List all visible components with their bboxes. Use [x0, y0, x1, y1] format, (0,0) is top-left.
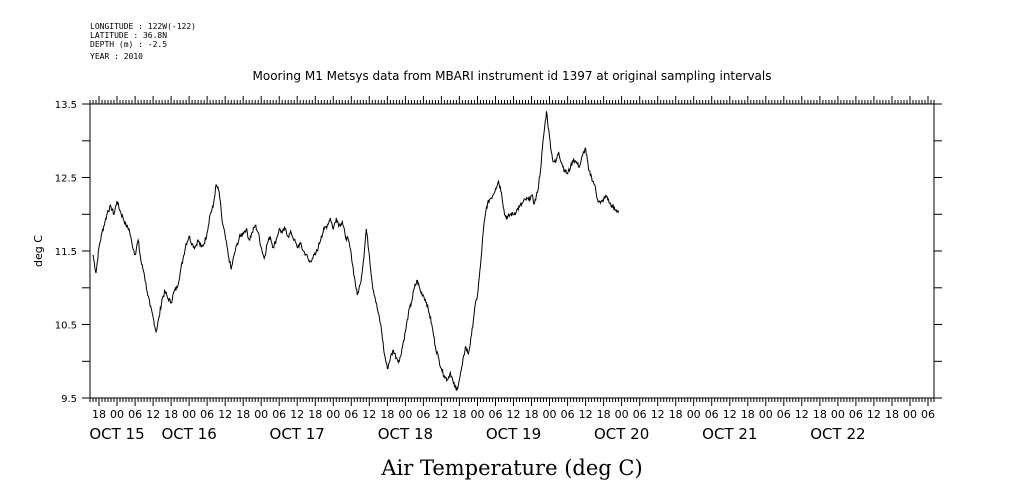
- x-hour-label: 00: [543, 408, 557, 421]
- x-hour-label: 18: [669, 408, 683, 421]
- series-line-air-temperature: [92, 111, 620, 391]
- x-hour-label: 18: [813, 408, 827, 421]
- x-hour-label: 06: [489, 408, 503, 421]
- x-hour-label: 06: [272, 408, 286, 421]
- x-date-label: OCT 15: [89, 425, 144, 443]
- x-hour-label: 12: [867, 408, 881, 421]
- x-hour-label: 00: [471, 408, 485, 421]
- x-hour-label: 12: [434, 408, 448, 421]
- x-hour-label: 12: [362, 408, 376, 421]
- x-hour-label: 06: [849, 408, 863, 421]
- x-hour-label: 12: [579, 408, 593, 421]
- x-hour-label: 06: [344, 408, 358, 421]
- x-hour-label: 18: [452, 408, 466, 421]
- x-hour-label: 18: [308, 408, 322, 421]
- x-date-label: OCT 22: [810, 425, 865, 443]
- x-hour-label: 18: [380, 408, 394, 421]
- x-hour-label: 06: [416, 408, 430, 421]
- x-hour-label: 00: [615, 408, 629, 421]
- x-hour-label: 12: [507, 408, 521, 421]
- x-date-label: OCT 16: [161, 425, 216, 443]
- x-hour-label: 12: [795, 408, 809, 421]
- x-hour-labels: 18 00 06 12 18 00 06 12 18 00 06 12 18 00 06 12 18 00 06 12…: [92, 408, 935, 421]
- x-hour-label: 12: [218, 408, 232, 421]
- header-info: LONGITUDE : 122W(-122) LATITUDE : 36.8N …: [90, 22, 196, 61]
- x-hour-label: 12: [146, 408, 160, 421]
- x-hour-label: 06: [921, 408, 935, 421]
- x-hour-label: 00: [182, 408, 196, 421]
- x-date-label: OCT 21: [702, 425, 757, 443]
- header-latitude: LATITUDE : 36.8N: [90, 31, 167, 40]
- x-hour-label: 00: [831, 408, 845, 421]
- x-date-label: OCT 18: [378, 425, 433, 443]
- x-hour-label: 00: [398, 408, 412, 421]
- x-hour-label: 06: [705, 408, 719, 421]
- x-hour-label: 00: [687, 408, 701, 421]
- y-tick-label: 11.5: [55, 247, 77, 258]
- x-hour-label: 12: [651, 408, 665, 421]
- x-axis-label: Air Temperature (deg C): [380, 456, 642, 480]
- x-hour-label: 06: [200, 408, 214, 421]
- x-hour-label: 06: [128, 408, 142, 421]
- x-hour-label: 12: [723, 408, 737, 421]
- x-hour-label: 00: [110, 408, 124, 421]
- x-hour-label: 18: [597, 408, 611, 421]
- y-tick-label: 13.5: [55, 100, 77, 111]
- y-tick-label: 12.5: [55, 174, 77, 185]
- plot-frame: [89, 103, 935, 399]
- x-hour-label: 00: [326, 408, 340, 421]
- x-hour-label: 18: [236, 408, 250, 421]
- header-longitude: LONGITUDE : 122W(-122): [90, 22, 196, 31]
- x-hour-label: 18: [525, 408, 539, 421]
- x-hour-label: 06: [777, 408, 791, 421]
- y-tick-label: 10.5: [55, 321, 77, 332]
- x-hour-label: 18: [741, 408, 755, 421]
- x-date-label: OCT 17: [270, 425, 325, 443]
- x-date-labels: OCT 15 OCT 16 OCT 17 OCT 18 OCT 19 OCT 20 OCT …: [89, 425, 865, 443]
- x-hour-label: 06: [633, 408, 647, 421]
- chart-title: Mooring M1 Metsys data from MBARI instru…: [253, 69, 772, 83]
- y-tick-labels: 9.5 10.5 11.5 12.5 13.5: [55, 100, 77, 405]
- x-hour-label: 18: [164, 408, 178, 421]
- axis-ticks: [82, 96, 942, 406]
- y-axis-label: deg C: [32, 235, 45, 267]
- header-year: YEAR : 2010: [90, 52, 143, 61]
- x-date-label: OCT 20: [594, 425, 649, 443]
- x-hour-label: 00: [254, 408, 268, 421]
- x-date-label: OCT 19: [486, 425, 541, 443]
- x-hour-label: 00: [759, 408, 773, 421]
- x-hour-label: 00: [903, 408, 917, 421]
- x-hour-label: 06: [561, 408, 575, 421]
- x-hour-label: 12: [290, 408, 304, 421]
- x-hour-label: 18: [92, 408, 106, 421]
- header-depth: DEPTH (m) : -2.5: [90, 40, 167, 49]
- x-hour-label: 18: [885, 408, 899, 421]
- y-tick-label: 9.5: [61, 394, 77, 405]
